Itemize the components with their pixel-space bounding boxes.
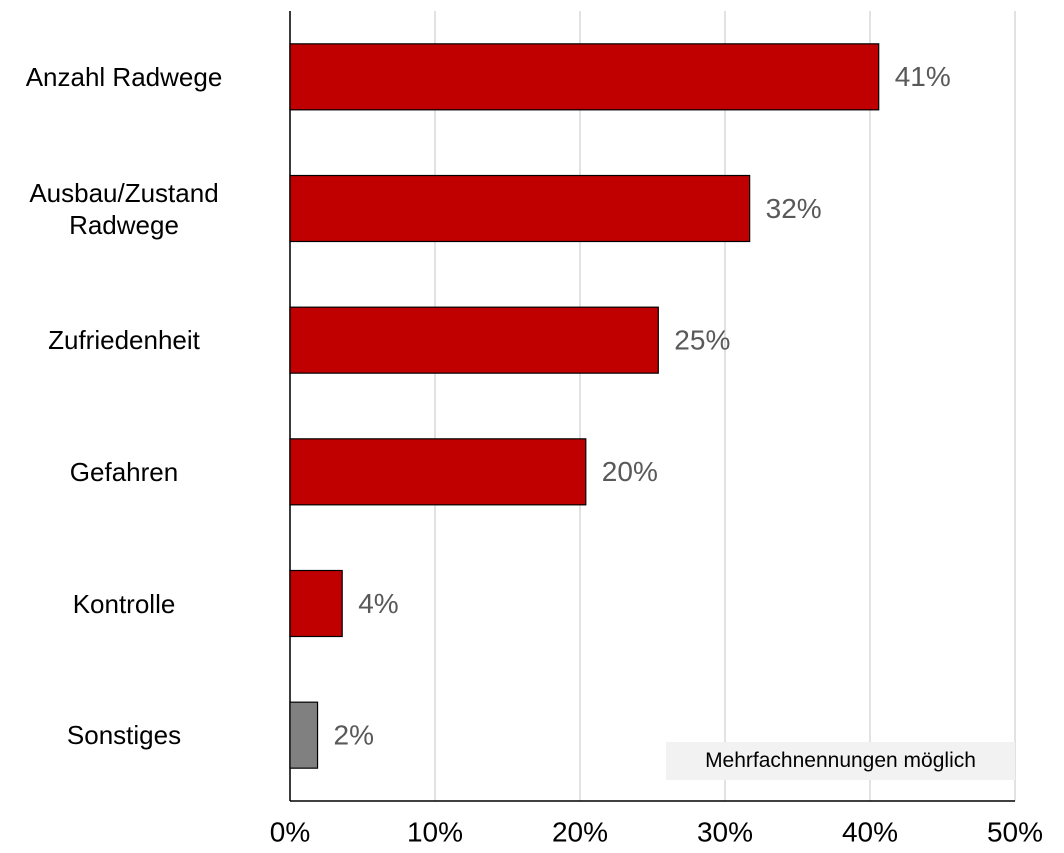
annotation: Mehrfachnennungen möglich [666,742,1015,780]
bar [289,701,319,769]
bar [289,43,880,111]
x-tick-label: 40% [842,816,898,847]
data-label: 4% [358,588,398,619]
x-tick-label: 10% [407,816,463,847]
data-label: 2% [334,720,374,751]
x-tick-label: 0% [270,816,310,847]
bar [289,438,587,506]
y-tick-label: Ausbau/Zustand Radwege [29,177,219,240]
bar [289,569,343,638]
data-label: 41% [895,61,951,92]
y-tick-label: Zufriedenheit [48,325,200,356]
data-label: 20% [602,456,658,487]
x-tick-label: 30% [697,816,753,847]
bar [289,174,751,243]
x-tick-label: 50% [987,816,1043,847]
y-tick-label: Sonstiges [66,720,182,751]
y-tick-label: Kontrolle [72,588,176,619]
data-label: 25% [674,325,730,356]
bar [289,306,659,374]
y-tick-label: Gefahren [69,456,179,487]
x-tick-label: 20% [552,816,608,847]
y-tick-label: Anzahl Radwege [25,61,223,92]
data-label: 32% [766,193,822,224]
